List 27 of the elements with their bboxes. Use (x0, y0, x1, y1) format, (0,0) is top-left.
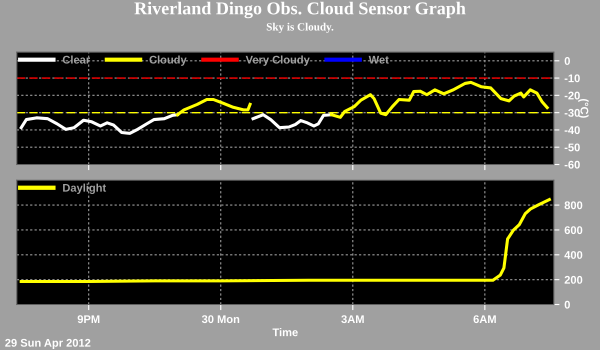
x-axis-title: Time (272, 328, 298, 336)
x-tick-label: 6AM (474, 315, 496, 324)
y-tick-label: 800 (564, 201, 582, 210)
legend-label: Cloudy (149, 55, 187, 66)
y-axis-title: (°C) (578, 98, 589, 118)
x-tick-label: 30 Mon (202, 315, 240, 324)
chart-title: Riverland Dingo Obs. Cloud Sensor Graph (134, 2, 466, 18)
line-series (20, 198, 551, 284)
x-tick-label: 3AM (341, 315, 364, 324)
y-tick-label: 0 (564, 57, 570, 65)
y-tick-label: -20 (564, 92, 580, 100)
y-tick-label: 600 (564, 226, 582, 234)
y-tick-label: 200 (564, 276, 582, 284)
legend-label: Very Cloudy (246, 55, 310, 66)
y-tick-label: 400 (564, 251, 582, 259)
text: 29 Sun Apr 2012 (5, 338, 90, 349)
legend-label: Wet (368, 56, 389, 64)
y-tick-label: -40 (564, 126, 580, 134)
y-tick-label: -10 (564, 74, 580, 82)
y-tick-label: 0 (564, 300, 570, 309)
y-tick-label: -50 (564, 143, 580, 152)
legend-label: Clear (62, 55, 90, 64)
y-tick-label: -60 (564, 160, 580, 169)
chart-subtitle: Sky is Cloudy. (266, 22, 334, 33)
x-tick-label: 9PM (78, 315, 100, 324)
y-tick-label: -30 (564, 108, 580, 117)
legend-label: Daylight (63, 184, 106, 194)
